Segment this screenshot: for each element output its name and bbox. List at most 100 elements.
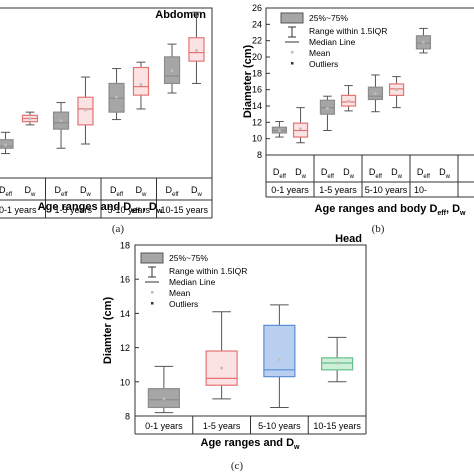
box-plot <box>132 61 150 110</box>
box-plot <box>77 76 94 145</box>
box-plot <box>188 11 205 84</box>
sub-category-label: Deff <box>417 167 430 180</box>
mean-marker <box>278 129 281 132</box>
box-plot <box>415 27 432 54</box>
box-plot <box>163 43 181 94</box>
sub-category-label: Deff <box>369 167 382 180</box>
mean-marker <box>395 88 398 91</box>
y-tick-label: 18 <box>120 241 130 251</box>
box-plot <box>367 74 384 113</box>
group-label: 10-15 years <box>160 205 208 215</box>
chart-title: Abdomen <box>155 9 206 21</box>
plot-frame <box>265 7 474 156</box>
mean-marker <box>299 127 302 131</box>
group-label: 1-5 years <box>203 421 241 431</box>
group-label: 0-1 years <box>0 205 37 215</box>
group-label: 10- <box>414 185 427 195</box>
sub-category-label: Dw <box>136 185 148 198</box>
caption-a: (a) <box>112 223 125 235</box>
box-plot <box>21 111 39 126</box>
chart-title: Head <box>335 233 362 245</box>
box-plot <box>340 85 357 112</box>
box-plot <box>108 68 125 121</box>
sub-category-label: Dw <box>343 167 355 180</box>
y-tick-label: 26 <box>252 3 262 13</box>
legend-box-swatch <box>280 12 304 24</box>
legend-mean-swatch <box>291 51 294 54</box>
plot-frame <box>0 7 213 179</box>
box-plot <box>0 131 14 155</box>
legend-outliers-label: Outliers <box>309 59 338 69</box>
box-plot <box>321 336 354 383</box>
group-label: 0-1 years <box>271 185 309 195</box>
box-plot <box>263 304 296 408</box>
legend-mean-swatch <box>151 291 154 294</box>
mean-marker <box>220 366 223 370</box>
box-plot <box>292 107 309 144</box>
y-tick-label: 22 <box>252 36 262 46</box>
iqr-box <box>263 324 296 378</box>
sub-category-label: Deff <box>55 185 68 198</box>
x-axis-label: Age ranges and body Deff, Dw <box>315 203 466 217</box>
sub-category-label: Dw <box>295 167 307 180</box>
y-tick-label: 10 <box>120 377 130 387</box>
legend-mean-label: Mean <box>169 288 191 298</box>
legend-box-swatch <box>140 252 164 264</box>
sub-category-label: Deff <box>273 167 286 180</box>
legend-outlier-swatch <box>151 302 154 305</box>
box-plot <box>205 311 238 400</box>
group-label: 5-10 years <box>107 205 150 215</box>
mean-marker <box>335 361 339 365</box>
y-tick-label: 14 <box>252 101 262 111</box>
sub-category-label: Dw <box>80 185 92 198</box>
mean-marker <box>59 119 63 122</box>
mean-marker <box>278 358 281 361</box>
legend-outlier-swatch <box>291 62 294 65</box>
mean-marker <box>347 99 350 103</box>
sub-category-label: Deff <box>166 185 179 198</box>
y-tick-label: 8 <box>125 412 130 422</box>
legend-box-label: 25%~75% <box>309 13 348 23</box>
y-tick-label: 24 <box>252 19 262 29</box>
sub-category-label: Dw <box>391 167 403 180</box>
legend-whisker-label: Range within 1.5IQR <box>309 26 387 36</box>
sub-category-label: Dw <box>439 167 451 180</box>
box-plot <box>52 102 70 149</box>
mean-marker <box>374 92 377 96</box>
sub-category-label: Deff <box>0 185 12 198</box>
box-plot <box>271 121 288 138</box>
box-plot <box>147 365 180 414</box>
y-tick-label: 12 <box>120 343 130 353</box>
y-tick-label: 18 <box>252 68 262 78</box>
legend-outliers-label: Outliers <box>169 299 198 309</box>
legend-mean-label: Mean <box>309 48 331 58</box>
group-label: 1-5 years <box>54 205 92 215</box>
legend-box-label: 25%~75% <box>169 253 208 263</box>
sub-category-label: Dw <box>191 185 203 198</box>
y-tick-label: 14 <box>120 309 130 319</box>
group-label: 0-1 years <box>145 421 183 431</box>
caption-c: (c) <box>231 460 244 472</box>
x-axis-label: Age ranges and Dw <box>201 437 301 451</box>
y-tick-label: 20 <box>252 52 262 62</box>
legend-median-label: Median Line <box>309 37 356 47</box>
mean-marker <box>28 117 32 120</box>
mean-marker <box>170 69 174 72</box>
mean-marker <box>84 108 87 112</box>
sub-category-label: Deff <box>110 185 123 198</box>
y-axis-label: Diamter (cm) <box>102 297 114 365</box>
legend-whisker-label: Range within 1.5IQR <box>169 266 247 276</box>
mean-marker <box>195 49 198 52</box>
group-label: 10-15 years <box>313 421 361 431</box>
mean-marker <box>326 107 329 110</box>
box-plot <box>319 95 336 131</box>
iqr-box <box>205 350 238 386</box>
group-label: 1-5 years <box>319 185 357 195</box>
y-tick-label: 16 <box>252 85 262 95</box>
y-tick-label: 16 <box>120 275 130 285</box>
mean-marker <box>4 143 7 147</box>
y-axis-label: Diameter (cm) <box>242 44 254 118</box>
